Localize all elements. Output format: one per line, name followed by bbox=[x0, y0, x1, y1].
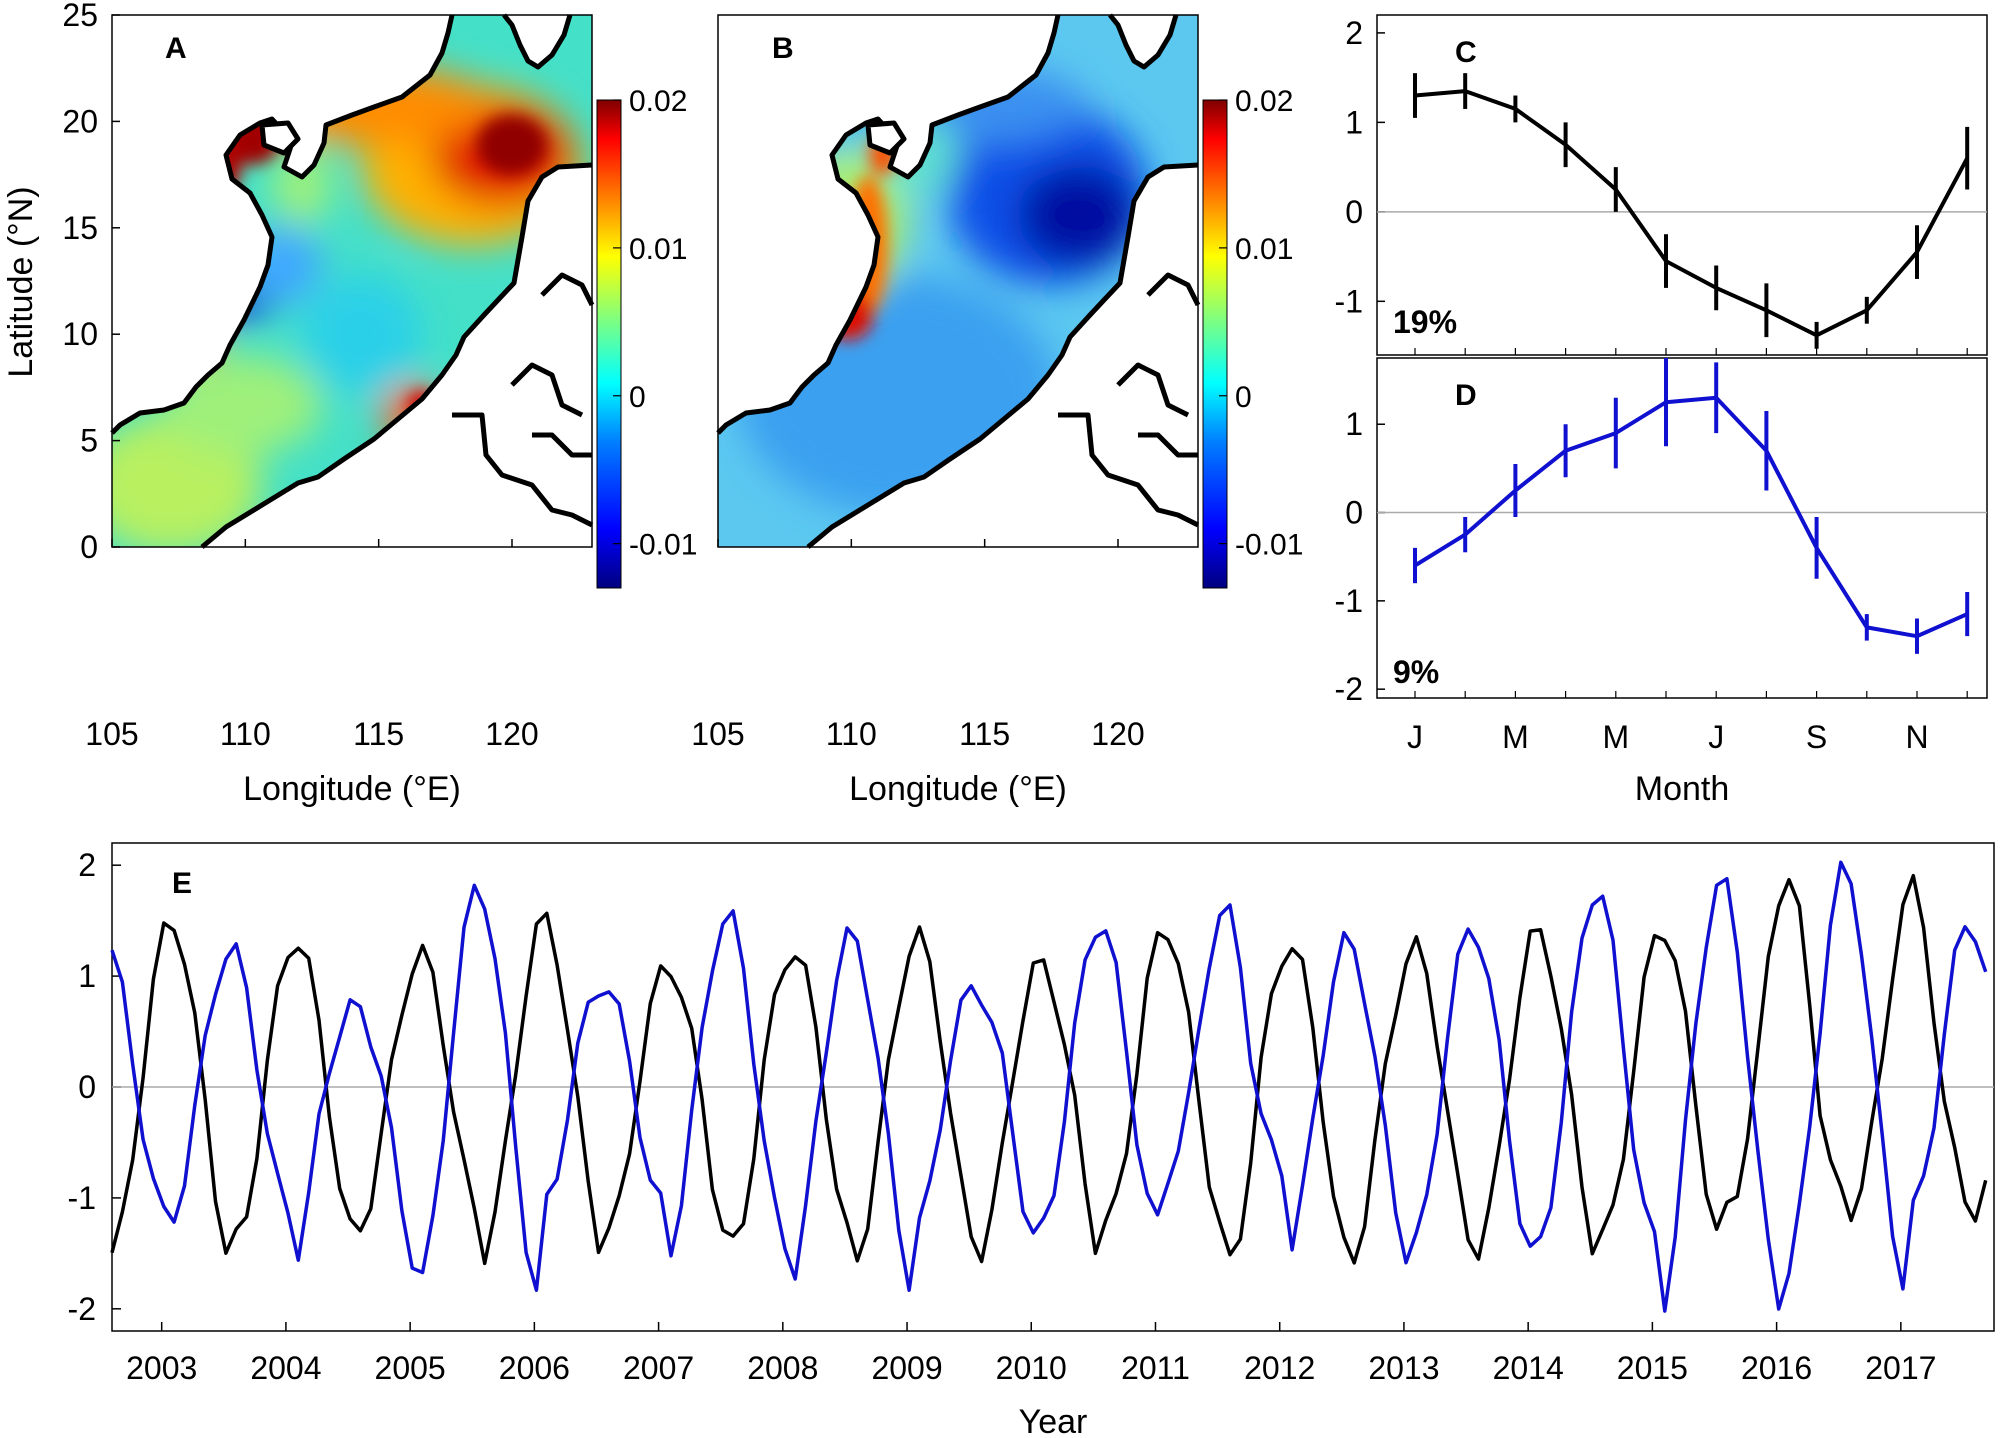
panel-d-x-axis-label: Month bbox=[1635, 770, 1730, 808]
panel-e-x-tick-label: 2017 bbox=[1865, 1350, 1936, 1386]
panel-b bbox=[716, 13, 1201, 549]
panel-e-x-tick-label: 2004 bbox=[250, 1350, 321, 1386]
panel-e-y-tick-label: 1 bbox=[78, 958, 96, 994]
panel-a-x-axis-label: Longitude (°E) bbox=[243, 770, 461, 808]
zero-lines bbox=[112, 211, 1994, 1088]
panel-b-x-tick-label: 120 bbox=[1091, 716, 1144, 752]
colorbar-a bbox=[596, 99, 622, 589]
colorbar-b bbox=[1202, 99, 1228, 589]
panel-a-y-axis-label: Latitude (°N) bbox=[2, 186, 40, 377]
panel-e-y-tick-label: -1 bbox=[68, 1180, 96, 1216]
panel-c-y-tick-label: 1 bbox=[1345, 104, 1363, 140]
panel-a-label: A bbox=[165, 32, 187, 65]
panel-d-variance-annotation: 9% bbox=[1393, 654, 1439, 690]
panel-a-colorbar-tick-label: 0.02 bbox=[629, 85, 687, 118]
panel-e-x-tick-label: 2015 bbox=[1617, 1350, 1688, 1386]
panel-e-x-tick-label: 2005 bbox=[375, 1350, 446, 1386]
panel-a-frame bbox=[111, 14, 593, 548]
panel-a-y-tick-label: 15 bbox=[62, 210, 98, 246]
panel-e-y-tick-label: 2 bbox=[78, 847, 96, 883]
panel-b-x-tick-label: 105 bbox=[691, 716, 744, 752]
panel-a-y-tick-label: 10 bbox=[62, 316, 98, 352]
panel-d-x-tick-label: M bbox=[1602, 719, 1629, 755]
panel-d-y-tick-label: -1 bbox=[1335, 583, 1363, 619]
panel-b-label: B bbox=[772, 32, 794, 65]
panel-d-y-tick-label: 0 bbox=[1345, 495, 1363, 531]
panel-e-y-tick-label: -2 bbox=[68, 1291, 96, 1327]
panel-e-series-blue bbox=[110, 860, 1988, 1313]
panel-a-colorbar-tick-label: -0.01 bbox=[629, 529, 697, 562]
series-layer bbox=[110, 73, 1988, 1313]
panel-e-x-tick-label: 2014 bbox=[1493, 1350, 1564, 1386]
panel-e-x-tick-label: 2006 bbox=[499, 1350, 570, 1386]
panel-c-variance-annotation: 19% bbox=[1393, 304, 1457, 340]
panel-a-y-tick-label: 0 bbox=[80, 529, 98, 565]
panel-d-y-tick-label: 1 bbox=[1345, 406, 1363, 442]
panel-b-colorbar-tick-label: 0.02 bbox=[1235, 85, 1293, 118]
panel-b-x-axis-label: Longitude (°E) bbox=[849, 770, 1067, 808]
panel-a-y-tick-label: 25 bbox=[62, 0, 98, 33]
panel-e-x-tick-label: 2011 bbox=[1121, 1350, 1190, 1386]
panel-c-label: C bbox=[1455, 36, 1477, 69]
panel-a-x-tick-label: 110 bbox=[220, 716, 271, 752]
panel-a-x-tick-label: 120 bbox=[485, 716, 538, 752]
panel-a-colorbar-tick-label: 0 bbox=[629, 381, 646, 414]
panel-b-colorbar-tick-label: 0 bbox=[1235, 381, 1252, 414]
panel-d-x-tick-label: N bbox=[1905, 719, 1928, 755]
panel-b-x-tick-label: 110 bbox=[826, 716, 877, 752]
panel-e-x-tick-label: 2007 bbox=[623, 1350, 694, 1386]
panel-e-y-tick-label: 0 bbox=[78, 1069, 96, 1105]
panel-e-x-tick-label: 2016 bbox=[1741, 1350, 1812, 1386]
panel-b-x-tick-label: 115 bbox=[959, 716, 1010, 752]
panel-c-y-tick-label: 0 bbox=[1345, 194, 1363, 230]
panel-e-x-tick-label: 2003 bbox=[126, 1350, 197, 1386]
panel-a-colorbar-tick-label: 0.01 bbox=[629, 233, 687, 266]
panel-a-x-tick-label: 115 bbox=[353, 716, 404, 752]
panel-e-x-axis-label: Year bbox=[1019, 1403, 1088, 1438]
panel-d-y-tick-label: -2 bbox=[1335, 671, 1363, 707]
panel-e-x-tick-label: 2008 bbox=[747, 1350, 818, 1386]
panel-a bbox=[110, 13, 595, 549]
panel-d-series-line bbox=[1413, 395, 1969, 639]
panel-b-frame bbox=[717, 14, 1199, 548]
panel-d-x-tick-label: J bbox=[1407, 719, 1423, 755]
panel-d-x-tick-label: S bbox=[1806, 719, 1827, 755]
panel-c-y-tick-label: 2 bbox=[1345, 15, 1363, 51]
panel-c-y-tick-label: -1 bbox=[1335, 283, 1363, 319]
panel-e-x-tick-label: 2010 bbox=[996, 1350, 1067, 1386]
panel-b-colorbar-tick-label: 0.01 bbox=[1235, 233, 1293, 266]
panel-d-frame bbox=[1376, 357, 1988, 699]
panel-b-colorbar-tick-label: -0.01 bbox=[1235, 529, 1303, 562]
panel-d-x-tick-label: M bbox=[1502, 719, 1529, 755]
panel-e-series-black bbox=[110, 873, 1988, 1266]
panel-d-label: D bbox=[1455, 379, 1477, 412]
panel-a-coastline bbox=[110, 13, 595, 549]
panel-d-x-tick-label: J bbox=[1708, 719, 1724, 755]
panel-a-y-tick-label: 5 bbox=[80, 423, 98, 459]
panel-c-frame bbox=[1376, 14, 1988, 356]
panel-e-x-tick-label: 2012 bbox=[1244, 1350, 1315, 1386]
panel-b-coastline bbox=[716, 13, 1201, 549]
panel-e-label: E bbox=[172, 867, 192, 900]
panel-e-x-tick-label: 2009 bbox=[871, 1350, 942, 1386]
panel-a-x-tick-label: 105 bbox=[85, 716, 138, 752]
panel-c-series-line bbox=[1414, 89, 1969, 338]
panel-a-y-tick-label: 20 bbox=[62, 103, 98, 139]
panel-e-x-tick-label: 2013 bbox=[1368, 1350, 1439, 1386]
